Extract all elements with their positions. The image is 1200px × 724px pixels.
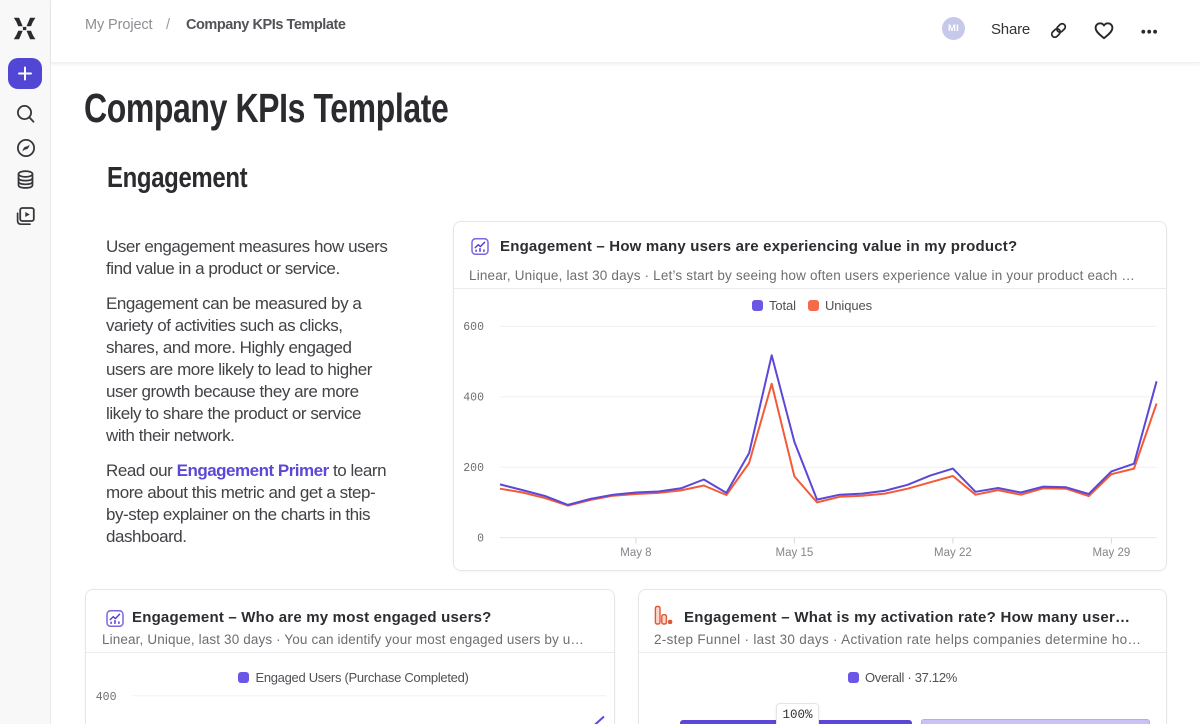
svg-text:May 15: May 15 — [776, 547, 814, 559]
svg-text:600: 600 — [463, 321, 484, 334]
svg-text:400: 400 — [463, 392, 484, 405]
svg-text:May 22: May 22 — [934, 547, 972, 559]
svg-text:May 8: May 8 — [620, 547, 651, 559]
svg-text:400: 400 — [96, 691, 117, 704]
svg-text:0: 0 — [477, 533, 484, 546]
svg-text:May 29: May 29 — [1093, 547, 1131, 559]
svg-text:200: 200 — [463, 462, 484, 475]
